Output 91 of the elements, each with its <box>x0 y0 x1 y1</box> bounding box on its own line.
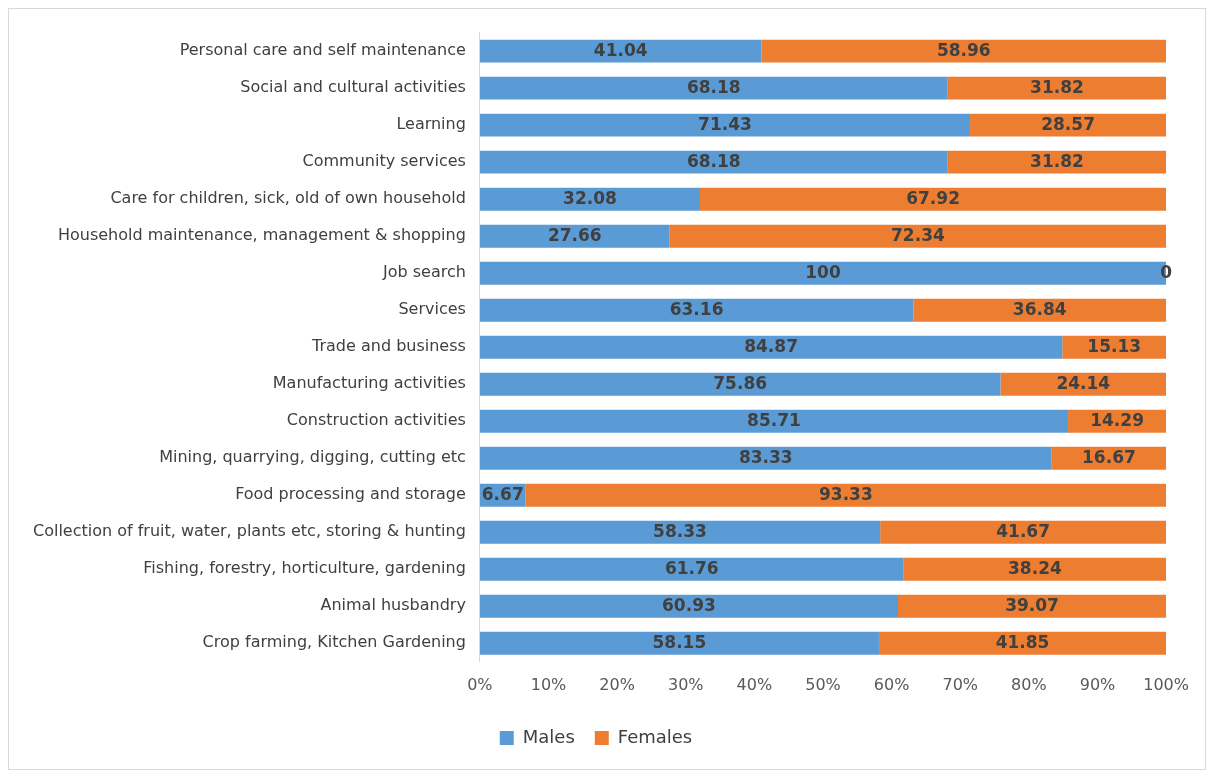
data-label: 67.92 <box>906 187 960 208</box>
data-label: 58.96 <box>936 39 991 60</box>
data-label: 41.67 <box>996 520 1051 541</box>
bar <box>479 150 948 174</box>
bar <box>903 557 1167 581</box>
x-tick-label: 60% <box>873 674 910 694</box>
legend-label: Females <box>617 725 693 747</box>
bar <box>479 372 1001 396</box>
y-tick-label: Job search <box>381 262 466 282</box>
y-tick-label: Social and cultural activities <box>240 77 466 97</box>
data-label: 27.66 <box>547 224 602 245</box>
bar <box>479 76 948 100</box>
legend-label: Males <box>522 725 575 747</box>
data-label: 41.85 <box>995 631 1050 652</box>
data-label: 6.67 <box>481 483 524 504</box>
y-tick-label: Household maintenance, management & shopping <box>57 225 466 245</box>
x-tick-label: 20% <box>599 674 635 694</box>
x-tick-label: 100% <box>1143 674 1189 694</box>
bar <box>970 113 1167 137</box>
data-label: 63.16 <box>669 298 724 319</box>
y-tick-label: Personal care and self maintenance <box>179 40 466 60</box>
data-label: 68.18 <box>686 76 741 97</box>
bar <box>479 631 879 655</box>
bar <box>898 594 1167 618</box>
bar <box>479 446 1052 470</box>
x-tick-label: 50% <box>805 674 841 694</box>
data-label: 31.82 <box>1030 76 1084 97</box>
data-label: 41.04 <box>593 39 648 60</box>
data-label: 58.15 <box>652 631 707 652</box>
bar <box>479 224 670 248</box>
y-tick-label: Food processing and storage <box>235 484 466 504</box>
bar <box>479 520 881 544</box>
x-tick-label: 30% <box>667 674 704 694</box>
bar <box>479 187 701 211</box>
x-tick-label: 90% <box>1079 674 1116 694</box>
bar <box>878 631 1167 655</box>
data-label: 84.87 <box>744 335 798 356</box>
data-label: 16.67 <box>1082 446 1136 467</box>
bar <box>913 298 1167 322</box>
data-label: 85.71 <box>747 409 801 430</box>
y-tick-label: Care for children, sick, old of own household <box>110 188 466 208</box>
bar <box>1000 372 1167 396</box>
y-tick-label: Collection of fruit, water, plants etc, storing & hunting <box>32 521 466 541</box>
bar <box>479 594 899 618</box>
bar <box>880 520 1167 544</box>
bar <box>700 187 1167 211</box>
data-label: 68.18 <box>686 150 741 171</box>
data-label: 60.93 <box>662 594 716 615</box>
x-tick-label: 40% <box>736 674 773 694</box>
data-label: 83.33 <box>738 446 793 467</box>
data-label: 36.84 <box>1012 298 1067 319</box>
y-tick-label: Fishing, forestry, horticulture, gardening <box>143 558 466 578</box>
data-label: 39.07 <box>1005 594 1059 615</box>
data-label: 32.08 <box>563 187 617 208</box>
data-label: 38.24 <box>1008 557 1062 578</box>
data-label: 100 <box>805 261 841 282</box>
bar <box>947 76 1167 100</box>
y-tick-label: Animal husbandry <box>320 595 466 615</box>
data-label: 71.43 <box>698 113 752 134</box>
y-tick-label: Trade and business <box>311 336 466 356</box>
bar <box>479 557 904 581</box>
data-label: 28.57 <box>1041 113 1095 134</box>
y-tick-label: Construction activities <box>286 410 466 430</box>
bar <box>479 298 914 322</box>
y-tick-label: Community services <box>302 151 466 171</box>
bar <box>761 39 1167 63</box>
data-label: 14.29 <box>1090 409 1144 430</box>
data-label: 15.13 <box>1087 335 1142 356</box>
bar <box>479 39 762 63</box>
data-label: 75.86 <box>713 372 768 393</box>
x-tick-label: 10% <box>530 674 567 694</box>
y-tick-label: Crop farming, Kitchen Gardening <box>202 632 466 652</box>
data-label: 31.82 <box>1030 150 1084 171</box>
bar <box>479 113 971 137</box>
y-tick-label: Services <box>398 299 466 319</box>
bar <box>479 335 1063 359</box>
bar <box>947 150 1167 174</box>
data-label: 72.34 <box>891 224 945 245</box>
bar <box>525 483 1167 507</box>
data-label: 93.33 <box>818 483 873 504</box>
bar <box>669 224 1167 248</box>
y-tick-label: Learning <box>396 114 466 134</box>
y-tick-label: Manufacturing activities <box>272 373 466 393</box>
data-label: 24.14 <box>1056 372 1111 393</box>
data-label: 61.76 <box>664 557 719 578</box>
x-tick-label: 0% <box>467 674 493 694</box>
y-tick-label: Mining, quarrying, digging, cutting etc <box>159 447 466 467</box>
data-label: 58.33 <box>653 520 707 541</box>
x-tick-label: 80% <box>1011 674 1047 694</box>
x-tick-label: 70% <box>942 674 979 694</box>
bar <box>479 409 1069 433</box>
